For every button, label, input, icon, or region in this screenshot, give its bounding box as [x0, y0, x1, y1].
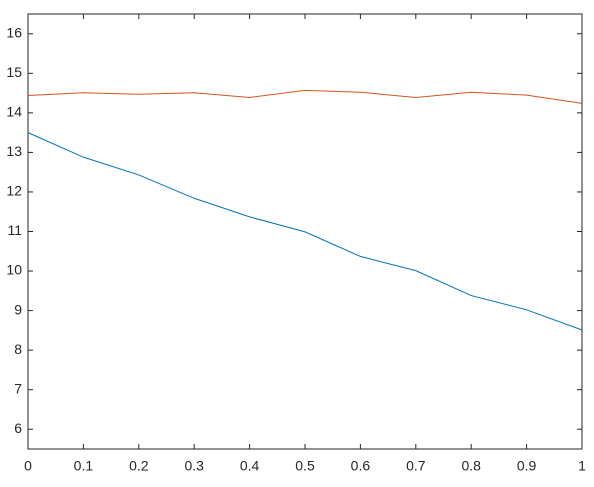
data-line — [27, 132, 583, 331]
x-tick-label: 0.5 — [295, 458, 315, 474]
y-tick-label: 15 — [6, 64, 22, 80]
x-tick-label: 0.1 — [74, 458, 94, 474]
y-tick-label: 13 — [6, 143, 22, 159]
x-tick-label: 0.7 — [406, 458, 426, 474]
x-tick-label: 1 — [578, 458, 586, 474]
y-tick-label: 10 — [6, 262, 22, 278]
x-tick-label: 0.3 — [184, 458, 204, 474]
x-tick-label: 0.6 — [351, 458, 371, 474]
data-line — [27, 89, 583, 104]
y-tick-label: 14 — [6, 104, 22, 120]
y-tick-label: 6 — [14, 420, 22, 436]
x-tick-label: 0 — [24, 458, 32, 474]
y-tick-label: 16 — [6, 24, 22, 40]
x-tick-label: 0.2 — [129, 458, 149, 474]
y-tick-label: 8 — [14, 341, 22, 357]
y-tick-label: 12 — [6, 183, 22, 199]
y-tick-label: 11 — [7, 222, 22, 238]
x-tick-label: 0.4 — [240, 458, 260, 474]
x-tick-label: 0.8 — [461, 458, 481, 474]
y-tick-label: 9 — [14, 301, 22, 317]
x-tick-label: 0.9 — [517, 458, 537, 474]
y-tick-label: 7 — [14, 380, 22, 396]
